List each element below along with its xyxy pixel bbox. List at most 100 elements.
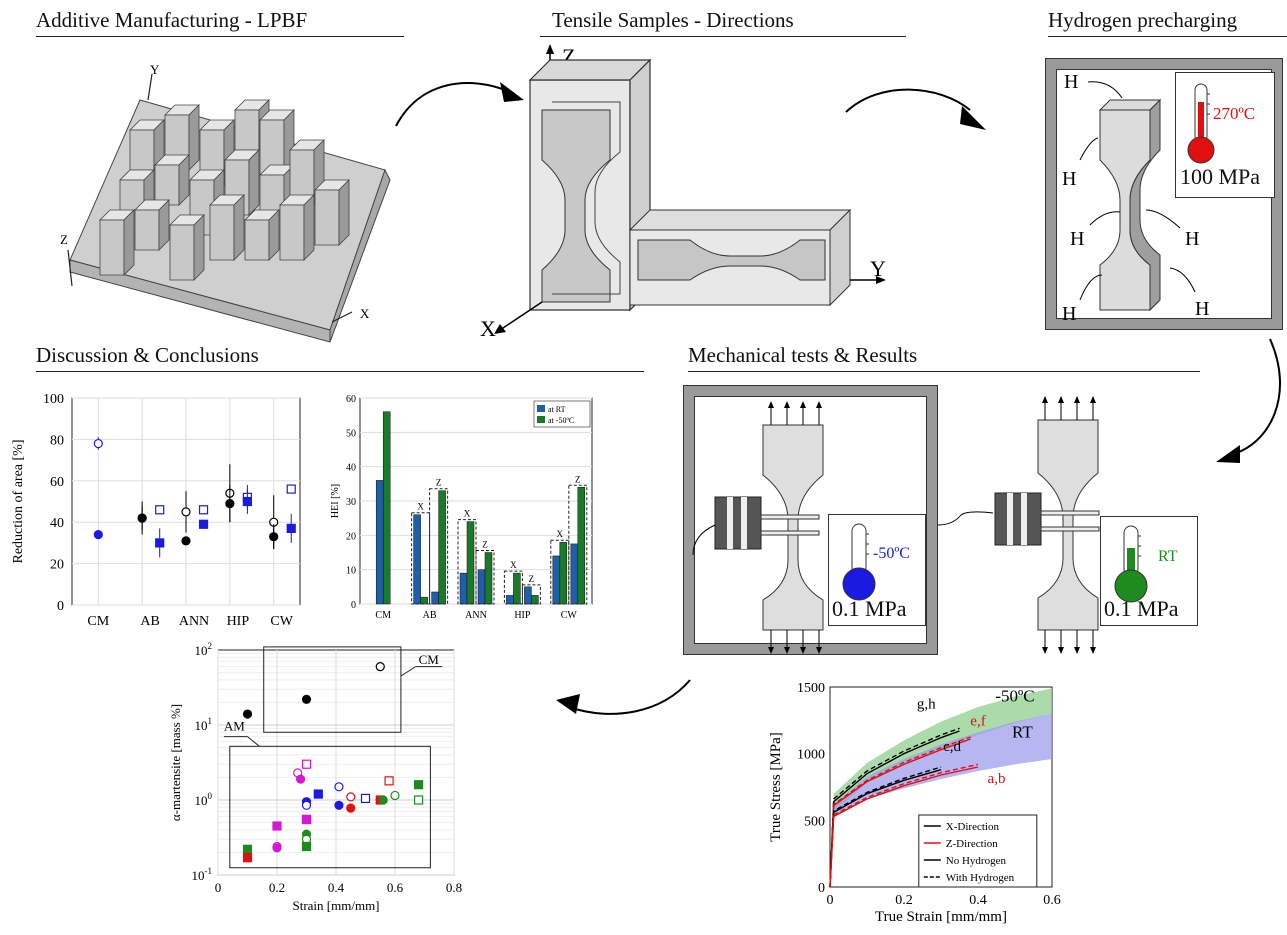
mart-xtick: 0.2 [269, 880, 285, 895]
ss-xtick: 0.4 [969, 893, 987, 908]
am-axis-z: Z [60, 232, 68, 247]
hei-bar-rt [552, 555, 561, 605]
hei-group-box [429, 488, 449, 605]
hei-xtick: CW [561, 610, 578, 621]
roa-ytick: 100 [43, 392, 64, 407]
specimen-cold [692, 401, 824, 654]
am-axis-y: Y [150, 62, 160, 77]
ss-ytick: 0 [818, 881, 825, 896]
ss-curve-label: a,b [988, 771, 1006, 787]
chart-stress-strain: -50ºC RT 0 500 1000 1500 0 0.2 0.4 0.6 True Strain… [768, 681, 1061, 925]
hei-ytick: 0 [351, 600, 356, 611]
hei-bar-cold [559, 541, 568, 605]
rule-mechanical [688, 371, 1200, 372]
hei-bar-rt [570, 543, 579, 605]
mart-xtick: 0.6 [387, 880, 404, 895]
arrow-am-to-tensile [395, 82, 524, 127]
roa-ylabel: Reduction of area [%] [11, 440, 26, 564]
mart-point [313, 789, 323, 799]
hei-ytick: 60 [346, 394, 356, 405]
roa-point [155, 538, 165, 548]
h-label-5: H [1062, 303, 1076, 325]
roa-point [225, 498, 235, 509]
hei-bar-cold [531, 595, 539, 605]
rule-hydrogen [1048, 36, 1287, 37]
rt-pressure: 0.1 MPa [1104, 596, 1179, 621]
hei-xtick: CM [375, 610, 391, 621]
section-title-mechanical: Mechanical tests & Results [688, 343, 918, 367]
h-label-4: H [1185, 228, 1199, 250]
mart-ytick: 101 [195, 716, 213, 733]
hei-bar-rt [524, 586, 532, 605]
mart-point [301, 814, 312, 825]
mart-point [346, 792, 356, 802]
roa-point [181, 536, 191, 546]
mart-point [301, 841, 312, 852]
precharge-temperature: 270ºC [1213, 104, 1256, 123]
mart-annotation-cm: CM [419, 652, 440, 667]
precharge-condition-box [1175, 72, 1275, 198]
hei-bar-cold [513, 572, 521, 605]
section-title-discussion: Discussion & Conclusions [36, 343, 259, 367]
ss-band-label-cold: -50ºC [995, 687, 1034, 706]
hei-bar-cold [438, 490, 446, 605]
mart-point [242, 844, 253, 854]
mart-point [301, 800, 312, 810]
section-title-hydrogen: Hydrogen precharging [1048, 8, 1238, 32]
hei-ytick: 50 [346, 428, 356, 439]
ss-ytick: 1500 [797, 681, 825, 696]
hei-xtick: HIP [514, 610, 531, 621]
precharge-pressure: 100 MPa [1180, 164, 1261, 189]
rt-temperature: RT [1158, 548, 1178, 565]
hei-ytick: 40 [346, 463, 356, 474]
mart-point [414, 780, 424, 790]
roa-point [155, 505, 165, 515]
roa-point [93, 438, 103, 449]
ss-curve-label: c,d [943, 739, 961, 755]
mart-point [296, 774, 306, 784]
mart-point [378, 795, 388, 805]
precharge-specimen: H H H H H H [1062, 71, 1209, 325]
rule-discussion [36, 371, 644, 372]
ss-curve-label: e,f [970, 714, 985, 730]
mart-xlabel: Strain [mm/mm] [292, 898, 379, 913]
mart-ytick: 102 [195, 641, 213, 658]
tensile-directions-illustration: Z X Y [480, 44, 886, 341]
roa-ytick: 0 [57, 599, 64, 614]
ss-curve [829, 763, 979, 888]
mart-ytick: 10-1 [192, 866, 213, 883]
hei-bar-label: Z [436, 478, 442, 488]
ss-ylabel: True Stress [MPa] [768, 732, 784, 841]
rule-am [36, 36, 404, 37]
ss-xlabel: True Strain [mm/mm] [875, 909, 1007, 925]
section-title-tensile: Tensile Samples - Directions [552, 8, 794, 32]
roa-point [269, 532, 279, 542]
mart-ytick: 100 [195, 791, 213, 808]
am-build-plate-illustration: Y Z X [60, 62, 391, 343]
ss-legend-entry: X-Direction [946, 821, 1000, 833]
ss-ytick: 500 [804, 814, 825, 829]
hei-legend-cold: at -50ºC [548, 416, 574, 425]
roa-point [93, 530, 103, 540]
ss-legend-entry: No Hydrogen [946, 855, 1007, 867]
hei-legend-swatch-cold [537, 416, 545, 423]
rt-condition-box [1100, 516, 1198, 626]
ss-ytick: 1000 [797, 748, 825, 763]
mart-xtick: 0.4 [328, 880, 345, 895]
roa-point [242, 496, 252, 507]
hei-bar-cold [466, 521, 475, 605]
hei-ytick: 30 [346, 497, 356, 508]
h-label-2: H [1062, 168, 1076, 190]
cold-temperature: -50ºC [873, 545, 910, 562]
tensile-axis-y: Y [870, 256, 886, 281]
rule-tensile [540, 36, 906, 37]
ss-xtick: 0.6 [1043, 893, 1061, 908]
chart-martensite: 10-1 100 101 102 0 0.2 0.4 0.6 0.8 Strain [mm/mm]… [168, 641, 462, 913]
roa-point [286, 484, 296, 494]
hei-ylabel: HEI [%] [330, 484, 341, 518]
hei-legend-swatch-rt [537, 405, 545, 412]
hei-bar-rt [459, 572, 468, 605]
mart-point [272, 821, 282, 831]
arrow-results-to-discussion [556, 679, 691, 715]
mart-point [360, 793, 371, 804]
